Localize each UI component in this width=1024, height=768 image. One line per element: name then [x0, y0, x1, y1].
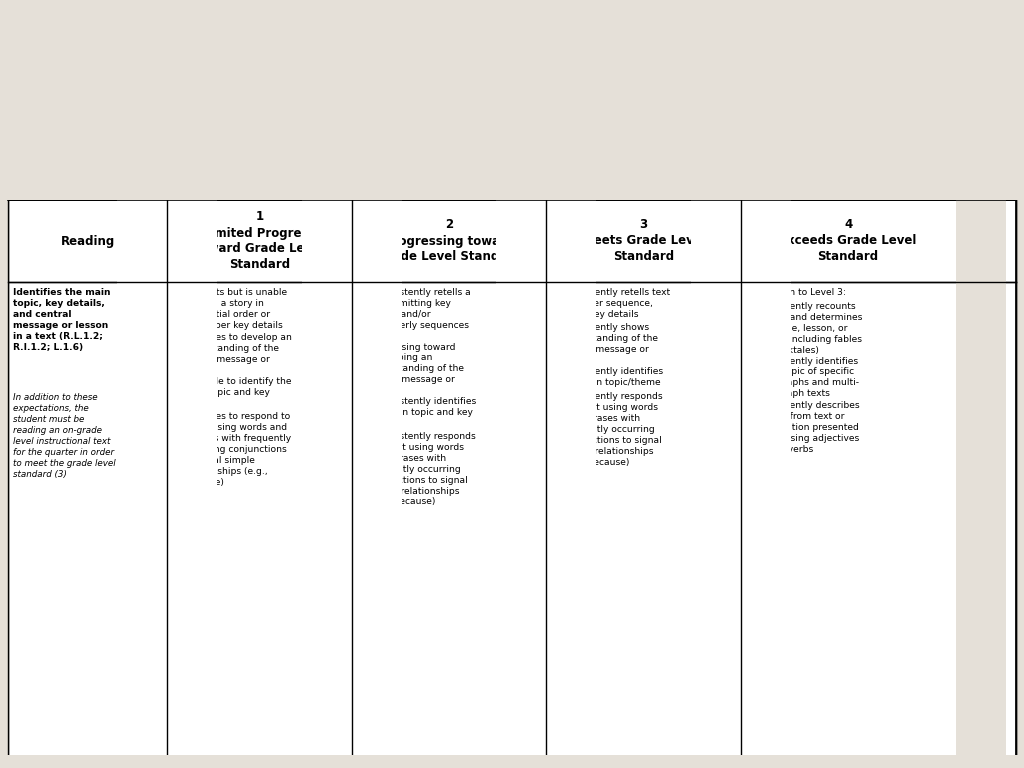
Bar — [0, 200, 8, 756]
Text: Identifies the main
topic, key details,
and central
message or lesson
in a text : Identifies the main topic, key details, … — [13, 288, 111, 352]
Text: 1
Limited Progress
toward Grade Level
Standard: 1 Limited Progress toward Grade Level St… — [195, 210, 325, 272]
Text: 3
Meets Grade Level
Standard: 3 Meets Grade Level Standard — [582, 219, 706, 263]
Text: Struggles to develop an
understanding of the
overall message or
lesson: Struggles to develop an understanding of… — [182, 333, 292, 375]
Text: st: st — [460, 171, 470, 181]
Bar — [0, 0, 1024, 200]
Text: •: • — [358, 397, 365, 406]
Bar — [0, 755, 1024, 768]
Text: Progressing toward
developing an
understanding of the
overall message or
lesson: Progressing toward developing an underst… — [367, 343, 464, 396]
Text: Consistently recounts
stories and determines
message, lesson, or
moral (includin: Consistently recounts stories and determ… — [756, 302, 862, 355]
Text: Grade Scoring Scale: Grade Scoring Scale — [469, 170, 630, 185]
Text: •: • — [748, 356, 754, 366]
Text: Attempts but is unable
to retell a story in
sequential order or
remember key det: Attempts but is unable to retell a story… — [182, 288, 288, 330]
Text: •: • — [553, 323, 559, 332]
Text: How do we determine the appropriate: How do we determine the appropriate — [28, 48, 1024, 93]
Text: Inconsistently retells a
story omitting key
details and/or
improperly sequences
: Inconsistently retells a story omitting … — [367, 288, 470, 341]
Text: Consistently shows
understanding of the
overall message or
lesson: Consistently shows understanding of the … — [561, 323, 658, 365]
Bar — [8, 200, 1016, 756]
Text: mark (1, 2, 3, or 4)?: mark (1, 2, 3, or 4)? — [28, 94, 558, 139]
Text: •: • — [358, 288, 365, 297]
Text: Reading: Reading — [60, 234, 115, 247]
Text: •: • — [748, 302, 754, 311]
Text: Consistently retells text
in proper sequence,
using key details: Consistently retells text in proper sequ… — [561, 288, 671, 319]
Text: Inconsistently responds
to a text using words
and phrases with
frequently occurr: Inconsistently responds to a text using … — [367, 432, 475, 506]
Bar — [740, 200, 791, 756]
Bar — [167, 200, 217, 756]
Text: 2
Progressing toward
Grade Level Standard: 2 Progressing toward Grade Level Standar… — [377, 219, 521, 263]
Text: In addition to Level 3:: In addition to Level 3: — [745, 288, 846, 297]
Text: Consistently responds
to a text using words
and phrases with
frequently occurrin: Consistently responds to a text using wo… — [561, 392, 663, 467]
Bar — [351, 200, 401, 756]
Text: •: • — [553, 392, 559, 401]
Text: •: • — [174, 333, 179, 342]
Text: •: • — [553, 288, 559, 297]
Text: In addition to these
expectations, the
student must be
reading an on-grade
level: In addition to these expectations, the s… — [13, 393, 116, 478]
Bar — [497, 200, 546, 756]
Text: Consistently describes
details from text or
information presented
orally using a: Consistently describes details from text… — [756, 401, 859, 454]
Text: •: • — [358, 343, 365, 352]
Text: Consistently identifies
main topic of specific
paragraphs and multi-
paragraph t: Consistently identifies main topic of sp… — [756, 356, 859, 399]
Bar — [691, 200, 740, 756]
Text: •: • — [358, 432, 365, 441]
Text: •: • — [553, 367, 559, 376]
Bar — [302, 200, 351, 756]
Bar — [546, 200, 596, 756]
Text: •: • — [174, 377, 179, 386]
Text: Inconsistently identifies
the main topic and key
details: Inconsistently identifies the main topic… — [367, 397, 476, 428]
Text: Struggles to respond to
a text using words and
phrases with frequently
occurring: Struggles to respond to a text using wor… — [182, 412, 292, 487]
Text: •: • — [174, 288, 179, 297]
Text: 4
Exceeds Grade Level
Standard: 4 Exceeds Grade Level Standard — [779, 219, 916, 263]
Text: 1: 1 — [454, 170, 464, 185]
Bar — [118, 200, 167, 756]
Text: Consistently identifies
the main topic/theme: Consistently identifies the main topic/t… — [561, 367, 664, 387]
Bar — [955, 200, 1006, 756]
Text: Is unable to identify the
main topic and key
details: Is unable to identify the main topic and… — [182, 377, 292, 408]
Text: •: • — [174, 412, 179, 421]
Text: •: • — [748, 401, 754, 410]
